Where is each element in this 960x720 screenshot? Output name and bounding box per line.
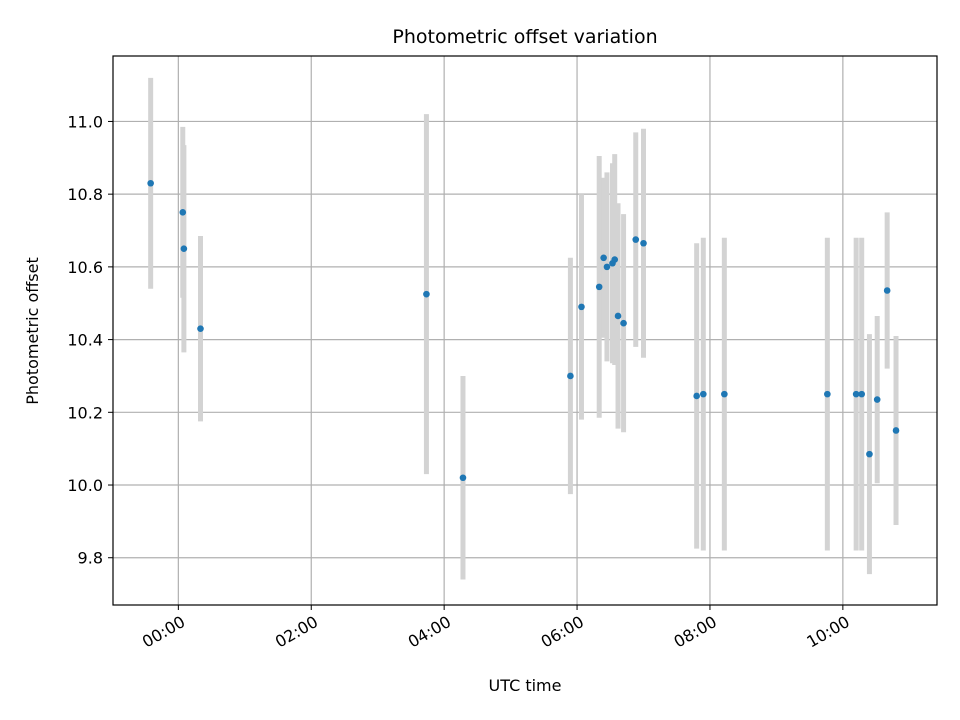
data-point (858, 390, 865, 398)
grid (113, 56, 937, 605)
data-point (578, 303, 585, 311)
data-point (873, 396, 881, 403)
data-point (883, 287, 891, 294)
data-point (824, 390, 831, 398)
data-point (459, 474, 467, 482)
data-point (852, 390, 860, 398)
data-points (147, 179, 900, 482)
data-point (620, 319, 627, 327)
data-point (179, 209, 187, 216)
data-point (180, 245, 188, 252)
data-point (423, 290, 430, 298)
data-point (603, 263, 611, 271)
data-point (632, 236, 640, 243)
y-tick-label: 10.0 (67, 476, 103, 495)
y-tick-label: 9.8 (78, 549, 103, 568)
data-point (567, 372, 574, 380)
data-point (892, 427, 900, 434)
data-point (611, 256, 619, 263)
y-tick-label: 10.6 (67, 258, 103, 277)
x-axis-title: UTC time (489, 676, 562, 695)
y-tick-label: 10.2 (67, 403, 103, 422)
data-point (600, 254, 607, 262)
y-tick-label: 10.4 (67, 331, 103, 350)
data-point (866, 450, 873, 458)
y-tick-label: 11.0 (67, 112, 103, 131)
y-axis: 9.8 10.0 10.2 10.4 10.6 10.8 11.0 (67, 112, 113, 568)
data-point (595, 283, 603, 291)
data-point (614, 312, 622, 320)
plot-frame (112, 55, 938, 606)
data-point (700, 390, 707, 398)
data-point (197, 325, 204, 332)
chart-title: Photometric offset variation (392, 26, 657, 48)
data-point (147, 179, 154, 187)
data-point (640, 239, 647, 247)
data-point (693, 392, 700, 400)
y-tick-label: 10.8 (67, 185, 103, 204)
data-point (721, 390, 728, 398)
y-axis-title: Photometric offset (23, 257, 42, 405)
